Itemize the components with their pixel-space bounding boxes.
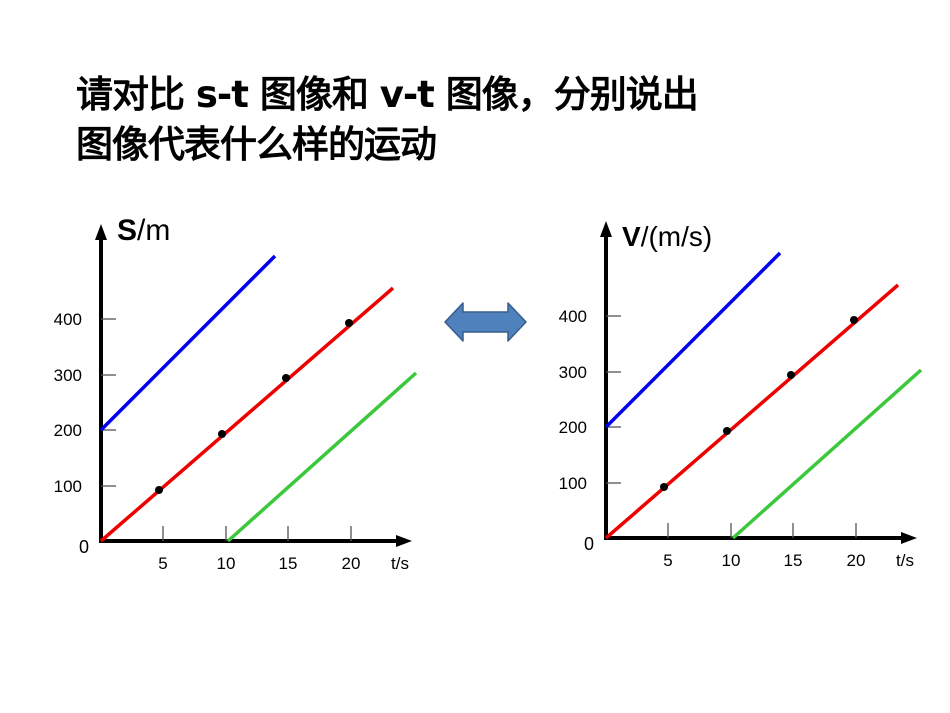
x-tick-label: 20 (342, 554, 361, 573)
green-line (226, 371, 418, 543)
x-tick-label: 5 (663, 551, 672, 570)
x-ticks (667, 523, 857, 538)
red-line (99, 286, 395, 543)
y-ticks (101, 318, 116, 487)
data-points (155, 319, 353, 494)
y-tick-label: 200 (54, 421, 82, 440)
x-ticks (162, 526, 352, 541)
blue-line (99, 254, 277, 432)
y-axis-arrow-icon (600, 221, 612, 237)
x-tick-label: 10 (722, 551, 741, 570)
title-line-2: 图像代表什么样的运动 (76, 123, 437, 166)
x-tick-label: 5 (158, 554, 167, 573)
y-tick-label: 200 (559, 418, 587, 437)
origin-label: 0 (584, 534, 594, 554)
x-tick-label: 15 (279, 554, 298, 573)
x-tick-label: 10 (217, 554, 236, 573)
y-ticks (606, 315, 621, 484)
double-arrow-icon (444, 302, 527, 342)
y-tick-label: 300 (54, 366, 82, 385)
x-axis-label: t/s (896, 551, 914, 570)
green-line (731, 368, 923, 540)
y-axis-label: S/m (117, 214, 170, 247)
x-axis-arrow-icon (901, 532, 917, 544)
x-tick-label: 15 (784, 551, 803, 570)
data-points (660, 316, 858, 491)
s-t-chart: 100 200 300 400 0 5 10 15 20 t/s S/m (54, 214, 418, 573)
y-axis-label: V/(m/s) (622, 221, 712, 252)
y-tick-label: 400 (54, 310, 82, 329)
x-tick-label: 20 (847, 551, 866, 570)
blue-line (604, 251, 782, 429)
y-tick-label: 300 (559, 363, 587, 382)
x-axis-label: t/s (391, 554, 409, 573)
title-line-1: 请对比 s-t 图像和 v-t 图像，分别说出 (76, 73, 699, 116)
y-tick-label: 100 (54, 477, 82, 496)
v-t-chart: 100 200 300 400 0 5 10 15 20 t/s V/(m/s) (559, 221, 923, 570)
y-tick-label: 400 (559, 307, 587, 326)
page-title: 请对比 s-t 图像和 v-t 图像，分别说出 图像代表什么样的运动 (76, 70, 699, 170)
y-axis-arrow-icon (95, 224, 107, 240)
x-axis-arrow-icon (396, 535, 412, 547)
origin-label: 0 (79, 537, 89, 557)
y-tick-label: 100 (559, 474, 587, 493)
red-line (604, 283, 900, 540)
